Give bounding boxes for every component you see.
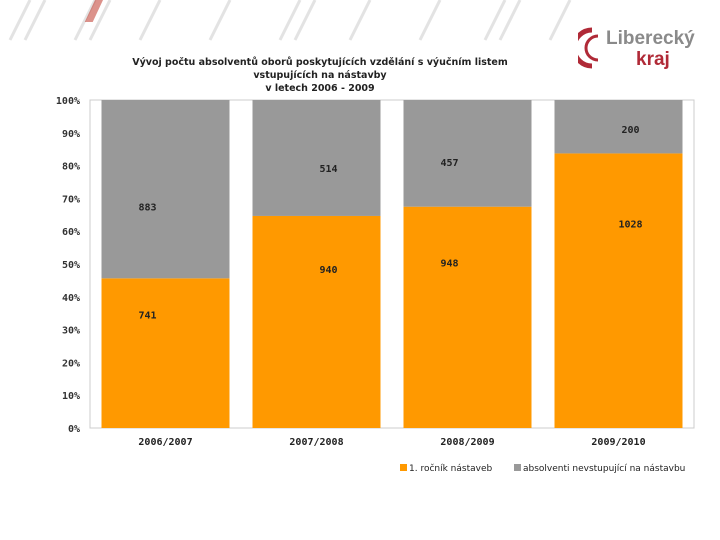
data-label: 1028 <box>618 220 642 231</box>
y-tick-label: 30% <box>62 326 80 337</box>
x-tick-label: 2008/2009 <box>440 437 494 448</box>
x-tick-label: 2007/2008 <box>289 437 343 448</box>
legend-label: absolventi nevstupující na nástavbu <box>523 464 685 474</box>
chart-title: Vývoj počtu absolventů oborů poskytující… <box>132 57 508 81</box>
legend-swatch-not-entering <box>514 464 521 471</box>
bar-segment-not-entering <box>101 100 230 279</box>
bar-segment-first-year <box>252 215 381 428</box>
bar-segment-not-entering <box>403 100 532 207</box>
bar-segment-first-year <box>554 153 683 428</box>
data-label: 514 <box>319 164 337 175</box>
decorative-stripes <box>8 0 572 41</box>
bar-segment-not-entering <box>252 100 381 216</box>
y-tick-label: 80% <box>62 162 80 173</box>
legend-swatch-first-year <box>400 464 407 471</box>
data-label: 200 <box>621 125 639 136</box>
y-tick-label: 20% <box>62 358 80 369</box>
data-label: 457 <box>440 158 458 169</box>
y-tick-label: 50% <box>62 260 80 271</box>
x-tick-label: 2009/2010 <box>591 437 645 448</box>
chart-title-block: Vývoj počtu absolventů oborů poskytující… <box>110 56 530 95</box>
data-label: 948 <box>440 258 458 269</box>
y-tick-label: 0% <box>68 424 80 435</box>
y-tick-label: 90% <box>62 129 80 140</box>
data-label: 741 <box>138 311 156 322</box>
legend-label: 1. ročník nástaveb <box>409 463 492 474</box>
y-tick-label: 70% <box>62 194 80 205</box>
y-tick-label: 10% <box>62 391 80 402</box>
bar-segment-first-year <box>101 278 230 428</box>
x-tick-label: 2006/2007 <box>138 437 192 448</box>
logo-text-line2: kraj <box>636 49 670 70</box>
data-label: 940 <box>319 265 337 276</box>
chart-subtitle: v letech 2006 - 2009 <box>265 83 375 94</box>
bar-segment-first-year <box>403 206 532 428</box>
logo-text-line1: Liberecký <box>606 28 695 49</box>
y-tick-label: 100% <box>56 96 80 107</box>
data-label: 883 <box>138 203 156 214</box>
y-tick-label: 60% <box>62 227 80 238</box>
y-tick-label: 40% <box>62 293 80 304</box>
bar-segment-not-entering <box>554 100 683 154</box>
